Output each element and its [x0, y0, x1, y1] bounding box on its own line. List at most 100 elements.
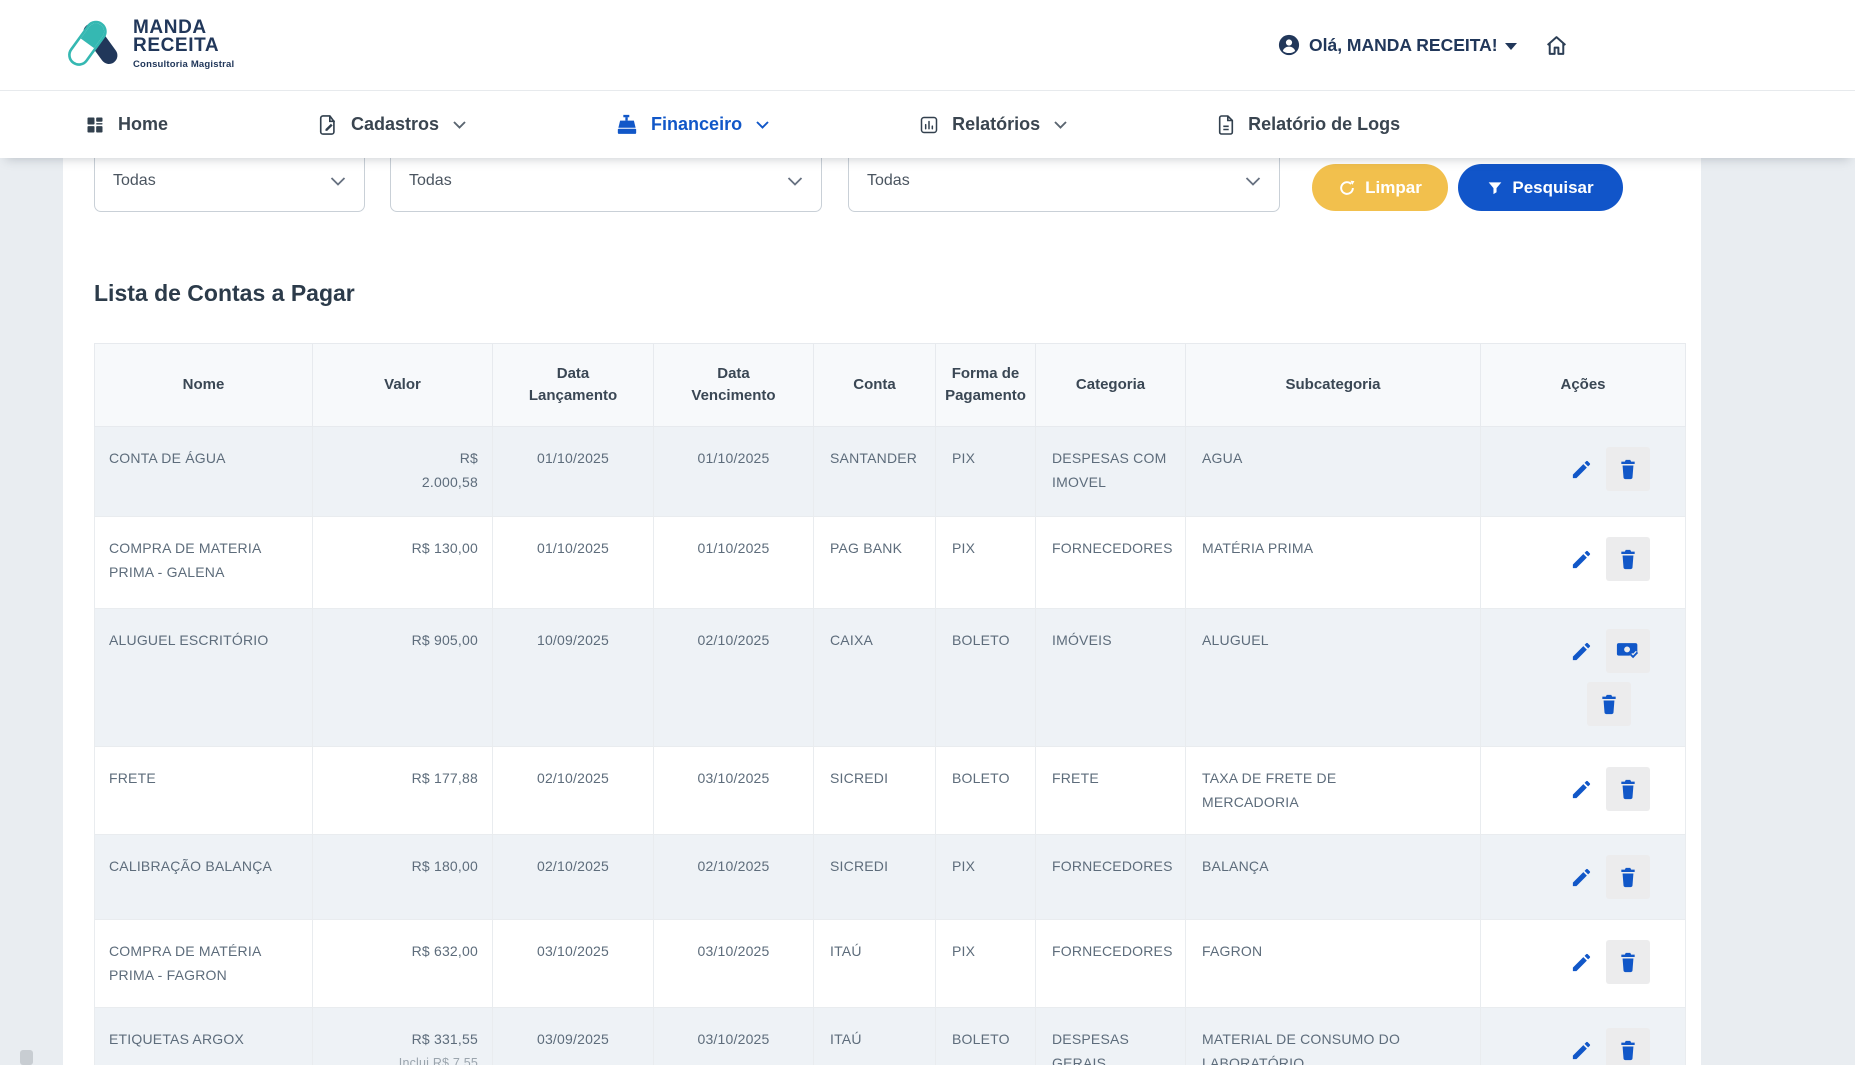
- cell-data-lancamento: 01/10/2025: [492, 426, 654, 517]
- edit-button[interactable]: [1568, 776, 1594, 802]
- column-header-data-vencimento: Data Vencimento: [653, 343, 814, 427]
- brand-text: MANDA RECEITA Consultoria Magistral: [133, 18, 235, 70]
- cell-data-vencimento-text: 03/10/2025: [697, 1031, 770, 1048]
- cell-valor: R$ 177,88: [312, 745, 493, 836]
- pencil-icon: [1570, 458, 1593, 481]
- cell-categoria-text: FORNECEDORES: [1052, 943, 1173, 960]
- cell-data-lancamento-text: 02/10/2025: [536, 770, 610, 786]
- cell-valor: R$ 130,00: [312, 516, 493, 609]
- edit-button[interactable]: [1568, 949, 1594, 975]
- cell-acoes: [1480, 1007, 1686, 1065]
- money-check-icon: [1616, 642, 1641, 661]
- delete-button[interactable]: [1606, 1028, 1650, 1065]
- delete-button[interactable]: [1606, 447, 1650, 491]
- cell-forma-pagamento: PIX: [935, 516, 1036, 609]
- column-header-conta: Conta: [813, 343, 936, 427]
- cell-data-vencimento: 02/10/2025: [653, 834, 814, 921]
- delete-button[interactable]: [1606, 940, 1650, 985]
- trash-icon: [1618, 458, 1638, 481]
- delete-button[interactable]: [1606, 537, 1650, 581]
- search-button-label: Pesquisar: [1512, 177, 1594, 197]
- user-menu[interactable]: Olá, MANDA RECEITA!: [1278, 0, 1569, 90]
- brand-tagline: Consultoria Magistral: [133, 59, 235, 70]
- cell-acoes: [1480, 426, 1686, 517]
- pencil-icon: [1570, 866, 1593, 889]
- cell-valor: R$ 905,00: [312, 608, 493, 747]
- filter-select-value: Todas: [113, 172, 156, 189]
- trash-icon: [1618, 1039, 1638, 1062]
- cell-data-vencimento: 02/10/2025: [653, 608, 814, 747]
- cell-forma-pagamento-text: PIX: [952, 540, 976, 556]
- cell-acoes: [1480, 919, 1686, 1009]
- cell-nome: FRETE: [94, 745, 313, 836]
- cell-acoes: [1480, 608, 1686, 747]
- cell-data-vencimento: 03/10/2025: [653, 919, 814, 1009]
- edit-button[interactable]: [1568, 864, 1594, 890]
- cell-categoria: DESPESAS GERAIS: [1035, 1007, 1186, 1065]
- edit-button[interactable]: [1568, 456, 1594, 482]
- table-row: CALIBRAÇÃO BALANÇA R$ 180,00 02/10/2025 02/…: [94, 834, 1686, 921]
- cell-data-vencimento-text: 01/10/2025: [697, 540, 770, 556]
- home-icon-button[interactable]: [1544, 33, 1569, 58]
- cell-categoria: IMÓVEIS: [1035, 608, 1186, 747]
- cell-conta-text: SICREDI: [830, 770, 889, 786]
- cell-data-lancamento: 10/09/2025: [492, 608, 654, 747]
- cell-categoria: FORNECEDORES: [1035, 919, 1186, 1009]
- cell-data-vencimento-text: 03/10/2025: [697, 943, 770, 960]
- cell-subcategoria-text: ALUGUEL: [1202, 632, 1269, 648]
- filter-select-3[interactable]: Todas: [848, 150, 1280, 212]
- nav-item-relatorios[interactable]: Relatórios: [919, 114, 1067, 135]
- caret-down-icon: [1504, 43, 1517, 50]
- chevron-down-icon: [756, 120, 769, 129]
- cell-nome-text: ETIQUETAS ARGOX: [109, 1031, 244, 1048]
- cell-valor-text: R$ 2.000,58: [421, 450, 478, 490]
- nav-item-home[interactable]: Home: [85, 114, 168, 135]
- edit-button[interactable]: [1568, 546, 1594, 572]
- search-button[interactable]: Pesquisar: [1458, 164, 1623, 211]
- delete-button[interactable]: [1606, 767, 1650, 811]
- user-circle-icon: [1278, 34, 1300, 56]
- cell-categoria: FORNECEDORES: [1035, 834, 1186, 921]
- cell-conta-text: PAG BANK: [830, 540, 903, 556]
- nav-item-financeiro[interactable]: Financeiro: [616, 114, 769, 135]
- filter-select-1[interactable]: Todas: [94, 150, 365, 212]
- cell-forma-pagamento-text: BOLETO: [952, 1031, 1010, 1048]
- clear-button-label: Limpar: [1365, 177, 1422, 197]
- cell-nome-text: CONTA DE ÁGUA: [109, 450, 226, 466]
- table-row: CONTA DE ÁGUA R$ 2.000,58 01/10/2025 01/10/…: [94, 426, 1686, 517]
- cell-categoria-text: IMÓVEIS: [1052, 632, 1112, 648]
- pencil-icon: [1570, 1039, 1593, 1062]
- brand-logo[interactable]: MANDA RECEITA Consultoria Magistral: [63, 11, 234, 78]
- nav-item-label: Relatórios: [952, 114, 1041, 134]
- filter-select-2[interactable]: Todas: [390, 150, 822, 212]
- edit-button[interactable]: [1568, 1037, 1594, 1063]
- cell-subcategoria: TAXA DE FRETE DE MERCADORIA: [1185, 745, 1481, 836]
- clear-button[interactable]: Limpar: [1312, 164, 1448, 211]
- delete-button[interactable]: [1606, 855, 1650, 900]
- cell-data-lancamento-text: 01/10/2025: [536, 450, 610, 466]
- nav-item-label: Financeiro: [651, 114, 743, 134]
- cell-valor-text: R$ 180,00: [411, 858, 478, 875]
- cell-forma-pagamento: BOLETO: [935, 745, 1036, 836]
- cell-conta: SICREDI: [813, 834, 936, 921]
- cell-data-lancamento-text: 02/10/2025: [536, 858, 610, 875]
- cell-subcategoria: MATÉRIA PRIMA: [1185, 516, 1481, 609]
- cell-nome-text: FRETE: [109, 770, 156, 786]
- cell-forma-pagamento-text: BOLETO: [952, 632, 1010, 648]
- delete-button[interactable]: [1587, 682, 1631, 726]
- table-row: COMPRA DE MATÉRIA PRIMA - FAGRON R$ 632,0…: [94, 919, 1686, 1009]
- content-card: Todas Todas Todas Limpar Pesquisar Lista d…: [63, 120, 1701, 1065]
- nav-item-cadastros[interactable]: Cadastros: [318, 114, 466, 136]
- trash-icon: [1618, 866, 1638, 889]
- filter-select-value: Todas: [867, 172, 910, 189]
- cell-nome-text: COMPRA DE MATÉRIA PRIMA - FAGRON: [109, 943, 262, 983]
- chevron-down-icon: [787, 176, 803, 186]
- nav-item-relatorio-de-logs[interactable]: Relatório de Logs: [1217, 114, 1400, 136]
- pay-button[interactable]: [1606, 629, 1650, 673]
- cell-data-lancamento-text: 03/09/2025: [536, 1031, 610, 1048]
- cell-forma-pagamento: PIX: [935, 426, 1036, 517]
- cell-nome: COMPRA DE MATERIA PRIMA - GALENA: [94, 516, 313, 609]
- scrollbar-thumb[interactable]: [20, 1050, 33, 1065]
- edit-button[interactable]: [1568, 638, 1594, 664]
- cell-subcategoria: FAGRON: [1185, 919, 1481, 1009]
